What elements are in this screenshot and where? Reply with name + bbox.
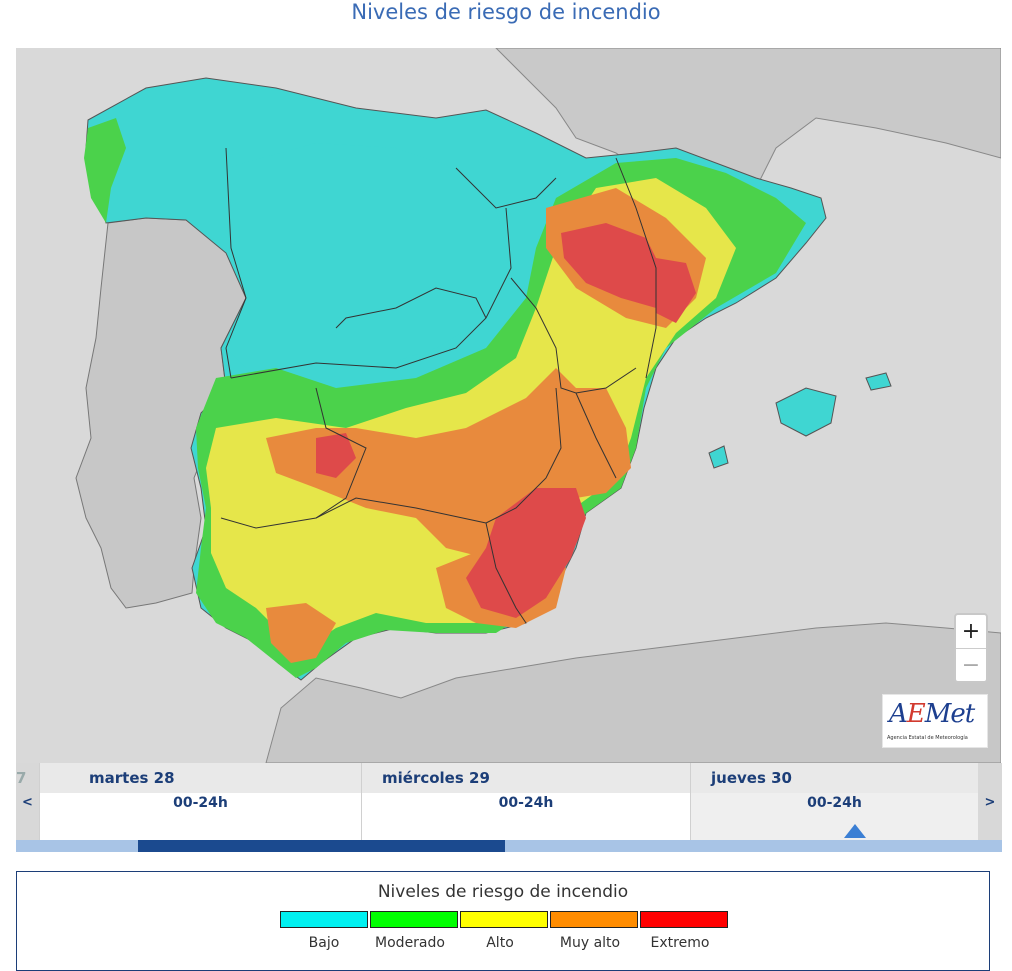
- day-range: 00-24h: [173, 795, 228, 811]
- zoom-control: + −: [954, 613, 988, 683]
- aemet-logo: AEMet Agencia Estatal de Meteorología: [882, 694, 988, 748]
- partial-prev-day-label: 7: [16, 769, 27, 787]
- zone-extremo-madrid: [316, 433, 356, 478]
- legend-swatch-alto: [460, 911, 548, 928]
- legend-label-muy-alto: Muy alto: [559, 935, 621, 951]
- day-range: 00-24h: [807, 795, 862, 811]
- zoom-out-button[interactable]: −: [961, 653, 981, 678]
- legend-swatch-moderado: [370, 911, 458, 928]
- legend-label-bajo: Bajo: [308, 935, 340, 951]
- zone-muy-alto-andalucia: [266, 603, 336, 663]
- menorca: [865, 372, 892, 391]
- zone-extremo-lleida: [656, 258, 696, 323]
- region-borders: [220, 147, 657, 624]
- next-arrow-label: >: [984, 795, 996, 810]
- timeline-prev-button[interactable]: < 7: [16, 763, 39, 840]
- day-tab-martes[interactable]: martes 28 00-24h: [39, 763, 361, 840]
- timeline-progress-selection: [138, 840, 505, 852]
- legend-swatch-bajo: [280, 911, 368, 928]
- legend-swatch-muy-alto: [550, 911, 638, 928]
- aemet-logo-mark: AEMet: [889, 699, 975, 729]
- legend-label-alto: Alto: [486, 935, 514, 951]
- prev-arrow-label: <: [22, 795, 33, 810]
- zone-extremo-aragon: [561, 223, 666, 308]
- legend-label-extremo: Extremo: [650, 935, 710, 951]
- selected-day-marker: [844, 824, 866, 838]
- mallorca: [775, 387, 837, 437]
- ibiza: [708, 445, 729, 469]
- day-tab-miercoles[interactable]: miércoles 29 00-24h: [361, 763, 690, 840]
- page-title: Niveles de riesgo de incendio: [351, 0, 661, 24]
- day-tab-jueves[interactable]: jueves 30 00-24h: [690, 763, 978, 840]
- aemet-logo-subtitle: Agencia Estatal de Meteorología: [887, 735, 968, 741]
- legend-label-moderado: Moderado: [375, 935, 445, 951]
- timeline-progress-bar[interactable]: [16, 840, 1002, 852]
- legend-title: Niveles de riesgo de incendio: [377, 882, 629, 902]
- legend-swatch-extremo: [640, 911, 728, 928]
- day-name: miércoles 29: [382, 769, 490, 787]
- zone-moderado-galicia: [84, 118, 126, 223]
- map-canvas: [75, 48, 1001, 763]
- zone-bajo-meseta: [226, 143, 511, 368]
- timeline-next-button[interactable]: >: [978, 763, 1002, 840]
- zone-extremo-murcia: [466, 488, 586, 618]
- day-name: jueves 30: [711, 769, 792, 787]
- day-range: 00-24h: [498, 795, 554, 811]
- fire-risk-map[interactable]: + − AEMet Agencia Estatal de Meteorologí…: [16, 48, 1001, 763]
- day-timeline: < 7 martes 28 00-24h miércoles 29 00-24h…: [16, 763, 1002, 855]
- zoom-in-button[interactable]: +: [956, 615, 986, 649]
- day-name: martes 28: [89, 769, 175, 787]
- legend: Niveles de riesgo de incendio Bajo Moder…: [16, 871, 990, 971]
